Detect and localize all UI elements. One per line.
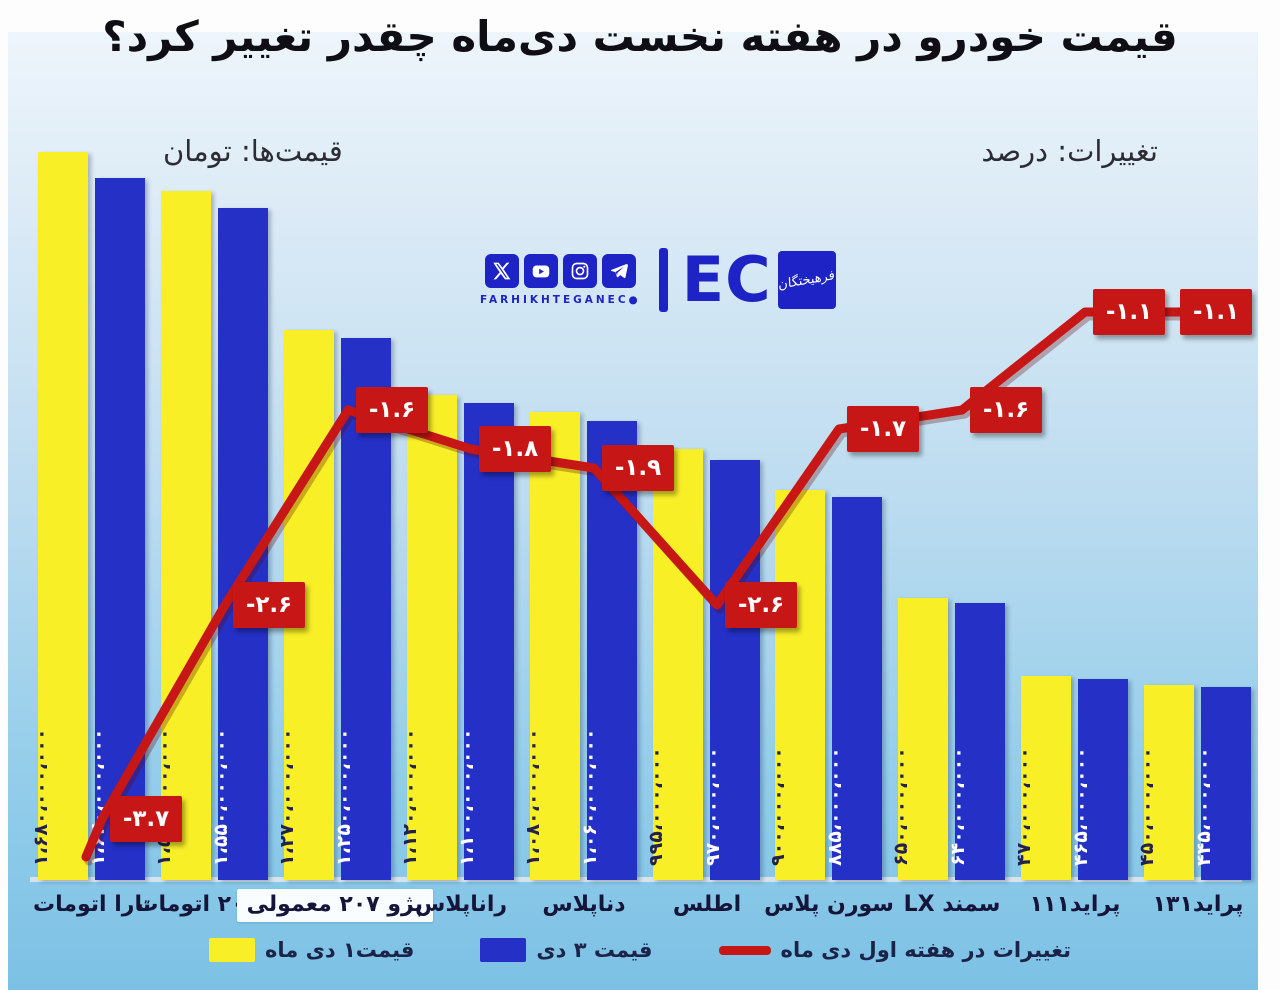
- bar-price-dey1: ۱،۶۸۰،۰۰۰،۰۰۰: [30, 152, 88, 880]
- bar-price-dey3: ۶۴۰،۰۰۰،۰۰۰: [947, 603, 1005, 880]
- x-axis-label: پژو ۲۰۷ معمولی: [236, 889, 433, 922]
- legend-swatch-price-dey1: [209, 938, 256, 962]
- x-axis-label-text: سورن پلاس: [764, 892, 894, 917]
- logo-wordmark: FARHIKHTEGANEC●: [480, 294, 641, 306]
- instagram-icon: [562, 254, 597, 288]
- change-value-label: -۱.۱: [1180, 289, 1252, 335]
- change-value-label: -۲.۶: [725, 582, 797, 628]
- bar-price-dey1: ۴۵۰،۰۰۰،۰۰۰: [1136, 685, 1194, 880]
- legend: قیمت۱ دی ماه قیمت ۳ دی تغییرات در هفته اول…: [0, 938, 1280, 962]
- unit-label-changes: تغییرات: درصد: [981, 134, 1158, 168]
- bar-value-label: ۹۹۵،۰۰۰،۰۰۰: [645, 747, 667, 866]
- bar-price-dey1: ۹۹۵،۰۰۰،۰۰۰: [645, 449, 703, 880]
- x-axis-label-text: پراید۱۱۱: [1029, 892, 1121, 917]
- x-axis-label: تارا اتومات: [0, 892, 187, 917]
- bar-price-dey3: ۱،۱۰۰،۰۰۰،۰۰۰: [456, 403, 514, 880]
- x-axis-label: پراید۱۱۱: [980, 892, 1170, 917]
- bar-value-label: ۴۴۵،۰۰۰،۰۰۰: [1193, 747, 1215, 866]
- x-axis-label-text: دناپلاس: [542, 892, 626, 917]
- bar-price-dey1: ۱،۱۲۰،۰۰۰،۰۰۰: [399, 395, 457, 880]
- logo-eco-text: EC: [681, 243, 772, 316]
- x-axis-label: اطلس: [612, 892, 802, 917]
- bar-value-label: ۱،۰۸۰،۰۰۰،۰۰۰: [522, 728, 544, 866]
- x-axis-label-text: راناپلاس: [414, 892, 508, 917]
- change-value-label: -۱.۶: [356, 387, 428, 433]
- x-axis-label-text: سمند LX: [903, 892, 1001, 917]
- farhikhteganeco-logo: FARHIKHTEGANEC● EC فرهیختگان: [480, 248, 836, 312]
- bar-value-label: ۴۷۰،۰۰۰،۰۰۰: [1013, 747, 1035, 866]
- bar-price-dey1: ۴۷۰،۰۰۰،۰۰۰: [1013, 676, 1071, 880]
- x-axis-label-text: پراید۱۳۱: [1152, 892, 1244, 917]
- bar-value-label: ۱،۲۷۰،۰۰۰،۰۰۰: [276, 728, 298, 866]
- legend-item-weekly-change: تغییرات در هفته اول دی ماه: [718, 938, 1071, 962]
- bar-price-dey1: ۱،۵۹۰،۰۰۰،۰۰۰: [153, 191, 211, 880]
- change-value-label: -۲.۶: [233, 582, 305, 628]
- page-title: قیمت خودرو در هفته نخست دی‌ماه چقدر تغیی…: [102, 12, 1178, 61]
- youtube-icon: [523, 254, 558, 288]
- legend-label-price-dey1: قیمت۱ دی ماه: [265, 938, 415, 962]
- bar-price-dey1: ۱،۰۸۰،۰۰۰،۰۰۰: [522, 412, 580, 880]
- x-axis-label: پراید۱۳۱: [1103, 892, 1280, 917]
- bar-value-label: ۱،۶۲۰،۰۰۰،۰۰۰: [87, 728, 109, 866]
- x-axis-label: دناپلاس: [489, 892, 679, 917]
- x-axis-label-text: اطلس: [672, 892, 742, 917]
- bar-value-label: ۱،۲۵۰،۰۰۰،۰۰۰: [333, 728, 355, 866]
- bar-value-label: ۱،۱۰۰،۰۰۰،۰۰۰: [456, 728, 478, 866]
- bar-price-dey1: ۹۰۰،۰۰۰،۰۰۰: [767, 490, 825, 880]
- social-icons-row: [484, 254, 636, 288]
- change-value-label: -۱.۹: [602, 445, 674, 491]
- logo-eco-square: فرهیختگان: [777, 251, 836, 309]
- x-axis-label: سمند LX: [857, 892, 1047, 917]
- bar-price-dey3: ۱،۵۵۰،۰۰۰،۰۰۰: [210, 208, 268, 880]
- legend-label-price-dey3: قیمت ۳ دی: [536, 938, 653, 962]
- bar-value-label: ۶۵۰،۰۰۰،۰۰۰: [890, 747, 912, 866]
- x-icon: [484, 254, 519, 288]
- x-axis-label-text: تارا اتومات: [33, 892, 151, 917]
- logo-social-column: FARHIKHTEGANEC●: [480, 254, 641, 306]
- bar-price-dey3: ۴۶۵،۰۰۰،۰۰۰: [1070, 679, 1128, 880]
- change-value-label: -۳.۷: [110, 796, 182, 842]
- change-value-label: -۱.۶: [970, 387, 1042, 433]
- bar-value-label: ۹۷۰،۰۰۰،۰۰۰: [702, 747, 724, 866]
- legend-item-price-dey1: قیمت۱ دی ماه: [209, 938, 414, 962]
- x-axis-label: سورن پلاس: [734, 892, 924, 917]
- telegram-icon: [601, 254, 636, 288]
- change-value-label: -۱.۷: [847, 406, 919, 452]
- bar-value-label: ۱،۰۶۰،۰۰۰،۰۰۰: [579, 728, 601, 866]
- bar-price-dey3: ۸۸۵،۰۰۰،۰۰۰: [824, 497, 882, 880]
- change-value-label: -۱.۸: [479, 426, 551, 472]
- bar-price-dey1: ۶۵۰،۰۰۰،۰۰۰: [890, 598, 948, 880]
- change-value-label: -۱.۱: [1093, 289, 1165, 335]
- x-axis-label: راناپلاس: [366, 892, 556, 917]
- bar-value-label: ۴۶۵،۰۰۰،۰۰۰: [1070, 747, 1092, 866]
- bar-value-label: ۸۸۵،۰۰۰،۰۰۰: [824, 747, 846, 866]
- bar-price-dey3: ۱،۶۲۰،۰۰۰،۰۰۰: [87, 178, 145, 880]
- bar-value-label: ۶۴۰،۰۰۰،۰۰۰: [947, 747, 969, 866]
- unit-label-prices: قیمت‌ها: تومان: [163, 134, 343, 168]
- legend-label-weekly-change: تغییرات در هفته اول دی ماه: [780, 938, 1071, 962]
- bar-value-label: ۱،۶۸۰،۰۰۰،۰۰۰: [30, 728, 52, 866]
- bar-price-dey3: ۹۷۰،۰۰۰،۰۰۰: [702, 460, 760, 880]
- legend-swatch-weekly-change: [718, 945, 771, 955]
- bar-price-dey3: ۴۴۵،۰۰۰،۰۰۰: [1193, 687, 1251, 880]
- legend-item-price-dey3: قیمت ۳ دی: [480, 938, 653, 962]
- logo-divider: [658, 248, 668, 312]
- x-axis-label-text: پژو ۲۰۷ معمولی: [236, 889, 433, 922]
- bar-value-label: ۴۵۰،۰۰۰،۰۰۰: [1136, 747, 1158, 866]
- bar-value-label: ۱،۵۵۰،۰۰۰،۰۰۰: [210, 728, 232, 866]
- bar-value-label: ۹۰۰،۰۰۰،۰۰۰: [767, 747, 789, 866]
- legend-swatch-price-dey3: [480, 938, 527, 962]
- bar-value-label: ۱،۱۲۰،۰۰۰،۰۰۰: [399, 728, 421, 866]
